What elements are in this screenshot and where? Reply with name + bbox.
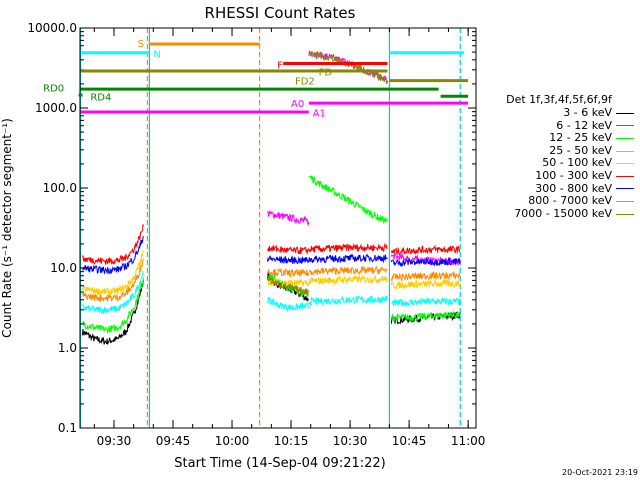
legend-entry-300-800-kev: 300 - 800 keV bbox=[484, 181, 634, 196]
footer-timestamp: 20-Oct-2021 23:19 bbox=[562, 468, 638, 477]
legend-entry-100-300-kev: 100 - 300 keV bbox=[484, 168, 634, 183]
legend-swatch bbox=[616, 125, 634, 127]
bar-label-fd: FD bbox=[319, 68, 333, 79]
legend-entry-25-50-kev: 25 - 50 keV bbox=[484, 143, 634, 158]
series-line-6-12-kev bbox=[266, 210, 310, 227]
bar-label-n: N bbox=[153, 50, 160, 61]
x-tick-label: 10:45 bbox=[392, 434, 427, 448]
series-line-50-100-kev bbox=[308, 274, 388, 286]
series-line-25-50-kev bbox=[308, 294, 388, 307]
legend-label: 300 - 800 keV bbox=[535, 181, 612, 195]
legend-label: 6 - 12 keV bbox=[556, 118, 612, 132]
bar-label-a1: A1 bbox=[313, 108, 326, 119]
x-tick-label: 09:30 bbox=[97, 434, 132, 448]
series-line-100-300-kev bbox=[82, 224, 144, 266]
legend-entry-7000-15000-kev: 7000 - 15000 keV bbox=[484, 206, 634, 221]
series-line-50-100-kev bbox=[266, 277, 310, 287]
legend-label: 50 - 100 keV bbox=[542, 156, 612, 170]
series-line-100-300-kev bbox=[266, 244, 310, 254]
bar-label-a0: A0 bbox=[291, 99, 304, 110]
x-tick-label: 10:30 bbox=[333, 434, 368, 448]
y-tick-label: 1000.0 bbox=[35, 101, 77, 115]
y-tick-label: 0.1 bbox=[58, 421, 77, 435]
y-tick-label: 10.0 bbox=[50, 261, 77, 275]
legend-label: 800 - 7000 keV bbox=[528, 194, 612, 208]
legend-label: 12 - 25 keV bbox=[549, 131, 612, 145]
legend: Det 1f,3f,4f,5f,6f,9f 3 - 6 keV 6 - 12 ke… bbox=[484, 92, 634, 220]
legend-entries: 3 - 6 keV 6 - 12 keV 12 - 25 keV 25 - 50 ke… bbox=[484, 106, 634, 221]
legend-swatch bbox=[616, 188, 634, 190]
y-tick-label: 100.0 bbox=[43, 181, 77, 195]
legend-entry-6-12-kev: 6 - 12 keV bbox=[484, 118, 634, 133]
series-line-300-800-kev bbox=[266, 255, 310, 265]
series-line-12-25-kev bbox=[308, 174, 388, 224]
series-line-800-7000-kev bbox=[82, 258, 144, 303]
series-line-7000-15000-kev bbox=[266, 276, 310, 296]
series-line-25-50-kev bbox=[82, 271, 144, 315]
series-line-800-7000-kev bbox=[390, 270, 461, 283]
legend-entry-800-7000-kev: 800 - 7000 keV bbox=[484, 195, 634, 208]
legend-label: 7000 - 15000 keV bbox=[514, 206, 612, 220]
legend-entry-3-6-kev: 3 - 6 keV bbox=[484, 106, 634, 120]
legend-entry-50-100-kev: 50 - 100 keV bbox=[484, 157, 634, 170]
annotation-bars: SN F FD FD2 RD0 RD4 A0 A1 bbox=[43, 39, 469, 119]
y-tick-label: 10000.0 bbox=[27, 21, 77, 35]
series-line-25-50-kev bbox=[266, 296, 310, 313]
legend-swatch bbox=[616, 175, 634, 177]
legend-swatch bbox=[616, 200, 634, 202]
legend-label: 25 - 50 keV bbox=[549, 143, 612, 157]
series-line-300-800-kev bbox=[82, 235, 144, 275]
legend-swatch bbox=[616, 137, 634, 139]
plot-frame bbox=[79, 27, 477, 429]
x-tick-label: 11:00 bbox=[451, 434, 486, 448]
chart-title: RHESSI Count Rates bbox=[205, 4, 356, 22]
series-line-800-7000-kev bbox=[308, 265, 388, 276]
series-line-100-300-kev bbox=[308, 242, 388, 253]
legend-title: Det 1f,3f,4f,5f,6f,9f bbox=[506, 93, 612, 106]
legend-label: 100 - 300 keV bbox=[535, 168, 612, 182]
series-line-12-25-kev bbox=[82, 277, 144, 334]
series-line-300-800-kev bbox=[390, 256, 461, 268]
series-line-100-300-kev bbox=[390, 244, 461, 257]
legend-swatch bbox=[616, 213, 634, 215]
axis-ticks: 0.1 1.0 10.0 100.0 1000.0 10000.0 09:30 09:45 10… bbox=[27, 21, 485, 448]
series-line-25-50-kev bbox=[391, 296, 461, 308]
y-tick-label: 1.0 bbox=[58, 341, 77, 355]
legend-swatch bbox=[616, 150, 634, 152]
series-line-3-6-kev bbox=[82, 280, 144, 345]
bar-label-f: F bbox=[277, 60, 283, 71]
x-axis-label: Start Time (14-Sep-04 09:21:22) bbox=[174, 456, 385, 471]
series-line-50-100-kev bbox=[390, 278, 461, 289]
bar-label-s: S bbox=[138, 39, 144, 50]
y-axis-label: Count Rate (s⁻¹ detector segment⁻¹) bbox=[0, 118, 14, 338]
x-tick-label: 09:45 bbox=[156, 434, 191, 448]
series-line-6-12-kev bbox=[390, 252, 461, 267]
legend-swatch bbox=[616, 112, 634, 114]
series-line-800-7000-kev bbox=[266, 267, 310, 278]
series-line-12-25-kev bbox=[390, 311, 461, 322]
legend-entry-12-25-kev: 12 - 25 keV bbox=[484, 132, 634, 145]
series-line-300-800-kev bbox=[308, 253, 388, 264]
legend-swatch bbox=[616, 163, 634, 165]
legend-label: 3 - 6 keV bbox=[563, 106, 612, 119]
bar-label-rd4: RD4 bbox=[90, 92, 111, 103]
bar-label-rd0: RD0 bbox=[43, 84, 64, 95]
x-tick-label: 10:00 bbox=[215, 434, 250, 448]
x-tick-label: 10:15 bbox=[274, 434, 309, 448]
series-line-50-100-kev bbox=[82, 249, 144, 296]
bar-label-fd2: FD2 bbox=[295, 77, 315, 88]
